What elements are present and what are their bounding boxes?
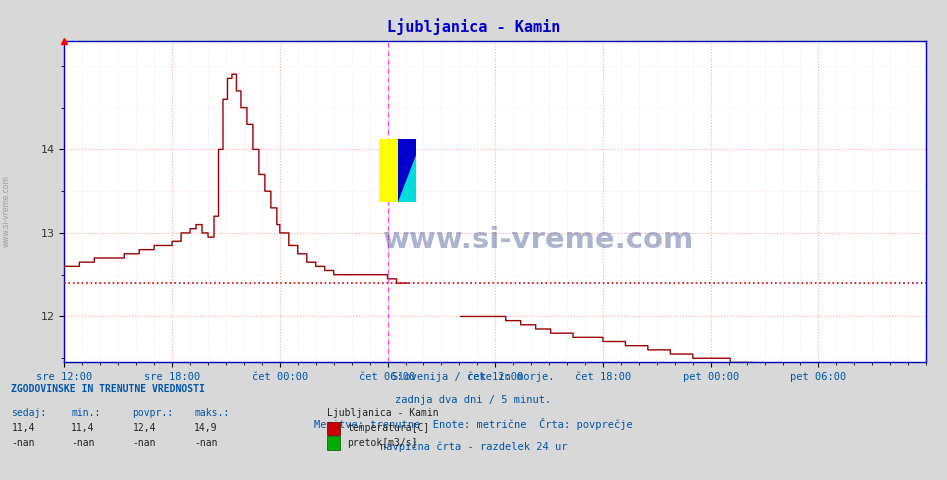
Text: 12,4: 12,4 [133, 423, 156, 433]
Text: 11,4: 11,4 [11, 423, 35, 433]
Text: pretok[m3/s]: pretok[m3/s] [348, 438, 418, 448]
Text: Ljubljanica - Kamin: Ljubljanica - Kamin [327, 408, 438, 418]
Text: temperatura[C]: temperatura[C] [348, 423, 430, 433]
Text: -nan: -nan [11, 438, 35, 448]
Text: navpična črta - razdelek 24 ur: navpična črta - razdelek 24 ur [380, 441, 567, 452]
Bar [379, 139, 398, 202]
Text: povpr.:: povpr.: [133, 408, 173, 418]
Text: maks.:: maks.: [194, 408, 229, 418]
Text: zadnja dva dni / 5 minut.: zadnja dva dni / 5 minut. [396, 395, 551, 405]
Bar [398, 139, 417, 202]
Text: Ljubljanica - Kamin: Ljubljanica - Kamin [386, 18, 561, 35]
Text: min.:: min.: [71, 408, 100, 418]
Text: www.si-vreme.com: www.si-vreme.com [1, 175, 10, 247]
Polygon shape [398, 155, 417, 202]
Text: ZGODOVINSKE IN TRENUTNE VREDNOSTI: ZGODOVINSKE IN TRENUTNE VREDNOSTI [11, 384, 205, 394]
Text: 14,9: 14,9 [194, 423, 218, 433]
Text: -nan: -nan [194, 438, 218, 448]
Text: -nan: -nan [133, 438, 156, 448]
Text: Slovenija / reke in morje.: Slovenija / reke in morje. [392, 372, 555, 382]
Text: www.si-vreme.com: www.si-vreme.com [383, 226, 694, 254]
Text: -nan: -nan [71, 438, 95, 448]
Text: 11,4: 11,4 [71, 423, 95, 433]
Text: Meritve: trenutne  Enote: metrične  Črta: povprečje: Meritve: trenutne Enote: metrične Črta: … [314, 418, 633, 430]
Text: sedaj:: sedaj: [11, 408, 46, 418]
